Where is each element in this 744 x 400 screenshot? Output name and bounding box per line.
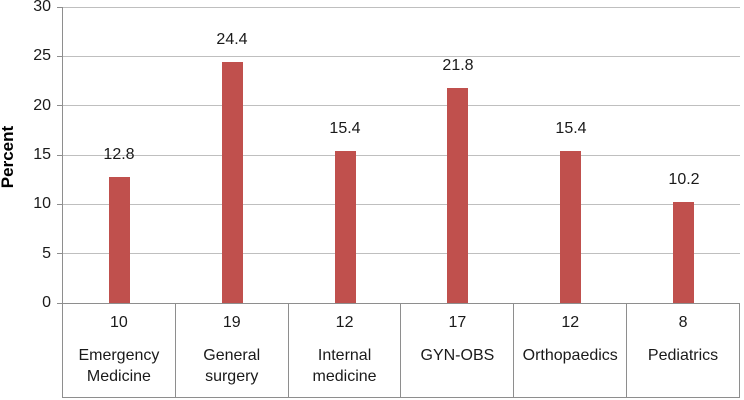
y-axis-tick bbox=[57, 154, 63, 156]
y-axis-tick bbox=[57, 302, 63, 304]
gridline bbox=[63, 203, 740, 205]
y-tick-label: 30 bbox=[33, 0, 51, 15]
y-axis-tick bbox=[57, 55, 63, 57]
category-label: GYN-OBS bbox=[420, 347, 495, 364]
gridline bbox=[63, 253, 740, 255]
bar bbox=[560, 151, 581, 303]
bar-value-label: 10.2 bbox=[668, 171, 700, 188]
y-tick-label: 10 bbox=[33, 195, 51, 213]
category-label: Internal medicine bbox=[312, 347, 377, 385]
category-label: Orthopaedics bbox=[522, 347, 618, 364]
y-tick-label: 20 bbox=[33, 96, 51, 114]
category-count: 10 bbox=[110, 314, 128, 331]
gridline bbox=[63, 55, 740, 57]
gridline bbox=[63, 105, 740, 107]
category-count: 17 bbox=[448, 314, 467, 331]
category-axis-table: 10 Emergency Medicine 19 General surgery 12 I… bbox=[62, 303, 740, 398]
y-axis-tick bbox=[57, 6, 63, 8]
bar bbox=[109, 177, 130, 303]
y-axis-tick bbox=[57, 105, 63, 107]
bar-value-label: 21.8 bbox=[442, 57, 474, 74]
category-count: 19 bbox=[222, 314, 241, 331]
y-axis-tick bbox=[57, 253, 63, 255]
category-cell: 12 Orthopaedics bbox=[514, 304, 628, 397]
gridline bbox=[63, 6, 740, 8]
category-cell: 10 Emergency Medicine bbox=[63, 304, 176, 397]
bar-value-label: 15.4 bbox=[555, 120, 587, 137]
bar-value-label: 24.4 bbox=[216, 31, 248, 48]
category-cell: 12 Internal medicine bbox=[289, 304, 402, 397]
y-axis-tick bbox=[57, 203, 63, 205]
y-tick-label: 25 bbox=[33, 47, 51, 65]
bar-value-label: 12.8 bbox=[103, 146, 135, 163]
bar bbox=[447, 88, 468, 303]
category-cell: 19 General surgery bbox=[176, 304, 289, 397]
bar bbox=[222, 62, 243, 303]
bar-value-label: 15.4 bbox=[329, 120, 361, 137]
category-count: 12 bbox=[561, 314, 580, 331]
bar bbox=[335, 151, 356, 303]
category-label: Pediatrics bbox=[647, 347, 719, 364]
y-axis-line bbox=[62, 7, 63, 398]
category-count: 8 bbox=[678, 314, 688, 331]
category-count: 12 bbox=[335, 314, 354, 331]
category-cell: 8 Pediatrics bbox=[627, 304, 739, 397]
bar bbox=[673, 202, 694, 303]
category-label: Emergency Medicine bbox=[78, 347, 160, 385]
y-tick-label: 5 bbox=[42, 244, 51, 262]
y-tick-label: 15 bbox=[33, 146, 51, 163]
y-tick-label: 0 bbox=[42, 294, 51, 311]
category-label: General surgery bbox=[203, 347, 261, 385]
gridline bbox=[63, 154, 740, 156]
category-cell: 17 GYN-OBS bbox=[401, 304, 515, 397]
